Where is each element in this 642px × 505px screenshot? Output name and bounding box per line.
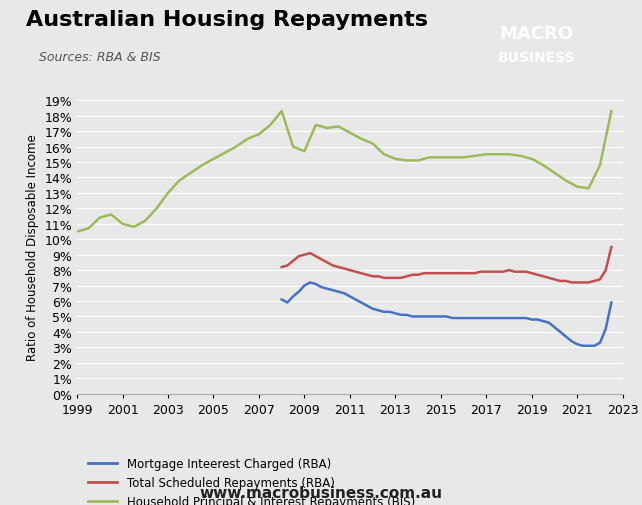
Y-axis label: Ratio of Household Disposable Income: Ratio of Household Disposable Income <box>26 134 39 361</box>
Text: www.macrobusiness.com.au: www.macrobusiness.com.au <box>200 485 442 500</box>
Text: MACRO: MACRO <box>499 24 573 42</box>
Text: Australian Housing Repayments: Australian Housing Repayments <box>26 10 428 30</box>
Text: Sources: RBA & BIS: Sources: RBA & BIS <box>39 50 160 64</box>
Text: BUSINESS: BUSINESS <box>498 50 575 65</box>
Legend: Mortgage Inteerest Charged (RBA), Total Scheduled Repayments (RBA), Household Pr: Mortgage Inteerest Charged (RBA), Total … <box>83 452 420 505</box>
